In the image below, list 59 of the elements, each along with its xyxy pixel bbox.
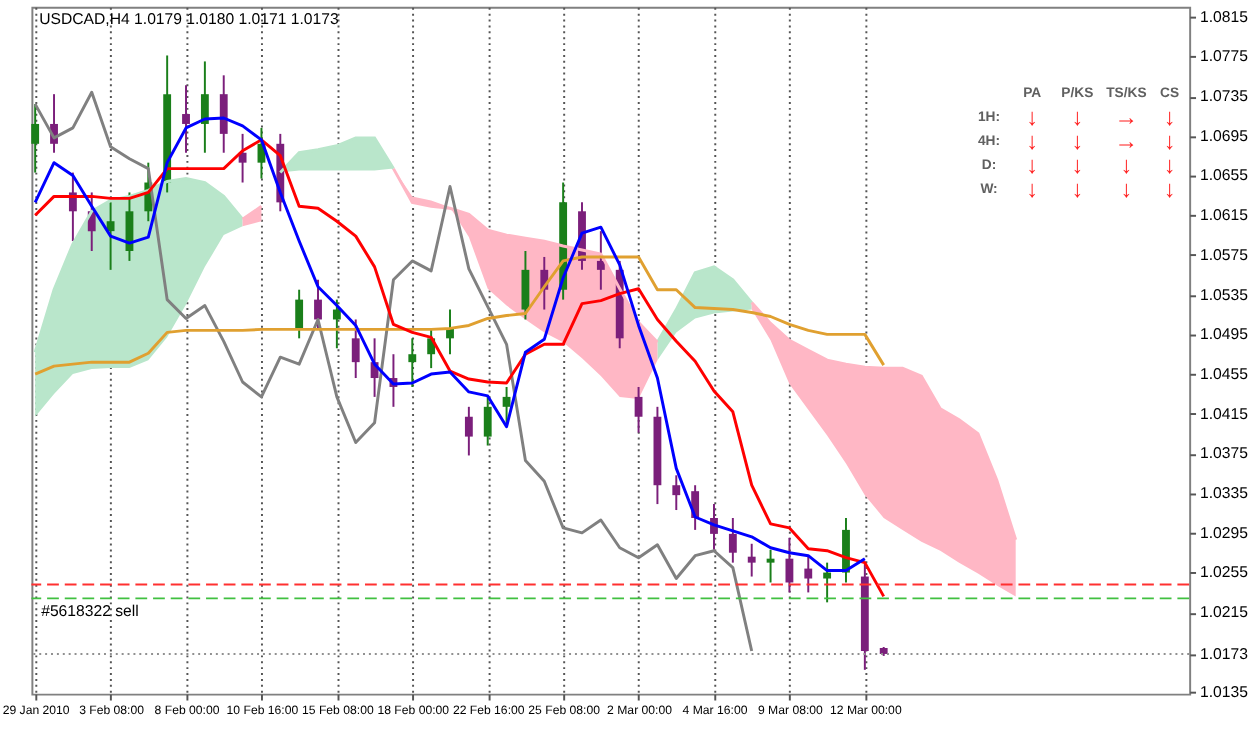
annotation: → xyxy=(1114,104,1139,131)
candlestick xyxy=(823,561,832,604)
candlestick xyxy=(200,60,209,154)
candlestick xyxy=(804,555,813,594)
y-tick-label: 1.0735 xyxy=(1199,87,1250,106)
candlestick xyxy=(238,132,247,184)
line-series xyxy=(33,255,886,376)
annotation: ↓ xyxy=(1163,128,1176,155)
annotation: ↓ xyxy=(1120,176,1133,203)
annotation: ↓ xyxy=(1163,104,1176,131)
candlestick xyxy=(332,298,341,350)
y-tick-label: 1.0495 xyxy=(1199,325,1250,344)
y-tick-label: 1.0415 xyxy=(1199,404,1250,423)
annotation: ↓ xyxy=(1163,176,1176,203)
y-tick-label: 1.0775 xyxy=(1199,47,1250,66)
annotation: ↓ xyxy=(1071,128,1084,155)
y-tick-label: 1.0173 xyxy=(1199,644,1250,663)
candlestick xyxy=(295,288,304,340)
candlestick xyxy=(672,474,681,512)
ref-line-label: #5618322 sell xyxy=(41,602,140,621)
annotation: → xyxy=(1114,128,1139,155)
y-tick-label: 1.0815 xyxy=(1199,7,1250,26)
y-tick-label: 1.0215 xyxy=(1199,603,1250,622)
candlestick xyxy=(351,318,360,380)
y-tick-label: 1.0695 xyxy=(1199,126,1250,145)
candlestick xyxy=(596,230,605,291)
candlestick xyxy=(785,536,794,594)
candlestick xyxy=(634,385,643,434)
annotation: ↓ xyxy=(1026,104,1039,131)
candlestick xyxy=(464,405,473,457)
y-tick-label: 1.0535 xyxy=(1199,285,1250,304)
candlestick xyxy=(747,542,756,578)
annotation: ↓ xyxy=(1026,128,1039,155)
chart-title: USDCAD,H4 1.0179 1.0180 1.0171 1.0173 xyxy=(39,10,340,29)
annotation: ↓ xyxy=(1120,152,1133,179)
candlestick xyxy=(219,74,228,154)
y-tick-label: 1.0455 xyxy=(1199,364,1250,383)
candlestick xyxy=(31,103,40,174)
y-tick-label: 1.0335 xyxy=(1199,484,1250,503)
candlestick xyxy=(314,278,322,330)
y-tick-label: 1.0255 xyxy=(1199,563,1250,582)
annotation: ↓ xyxy=(1163,152,1176,179)
annotation: ↓ xyxy=(1026,152,1039,179)
candlestick xyxy=(483,395,492,447)
annotation: ↓ xyxy=(1026,176,1039,203)
candlestick xyxy=(106,201,115,271)
y-tick-label: 1.0575 xyxy=(1199,245,1250,264)
annotation: ↓ xyxy=(1071,152,1084,179)
y-tick-label: 1.0615 xyxy=(1199,206,1250,225)
annotation: ↓ xyxy=(1071,176,1084,203)
candlestick xyxy=(728,517,737,564)
candlestick xyxy=(766,548,775,584)
y-tick-label: 1.0655 xyxy=(1199,166,1250,185)
candlestick xyxy=(182,84,190,154)
y-tick-label: 1.0135 xyxy=(1199,682,1250,701)
candlestick xyxy=(408,337,417,388)
y-tick-label: 1.0375 xyxy=(1199,444,1250,463)
annotation: ↓ xyxy=(1071,104,1084,131)
y-tick-label: 1.0295 xyxy=(1199,523,1250,542)
